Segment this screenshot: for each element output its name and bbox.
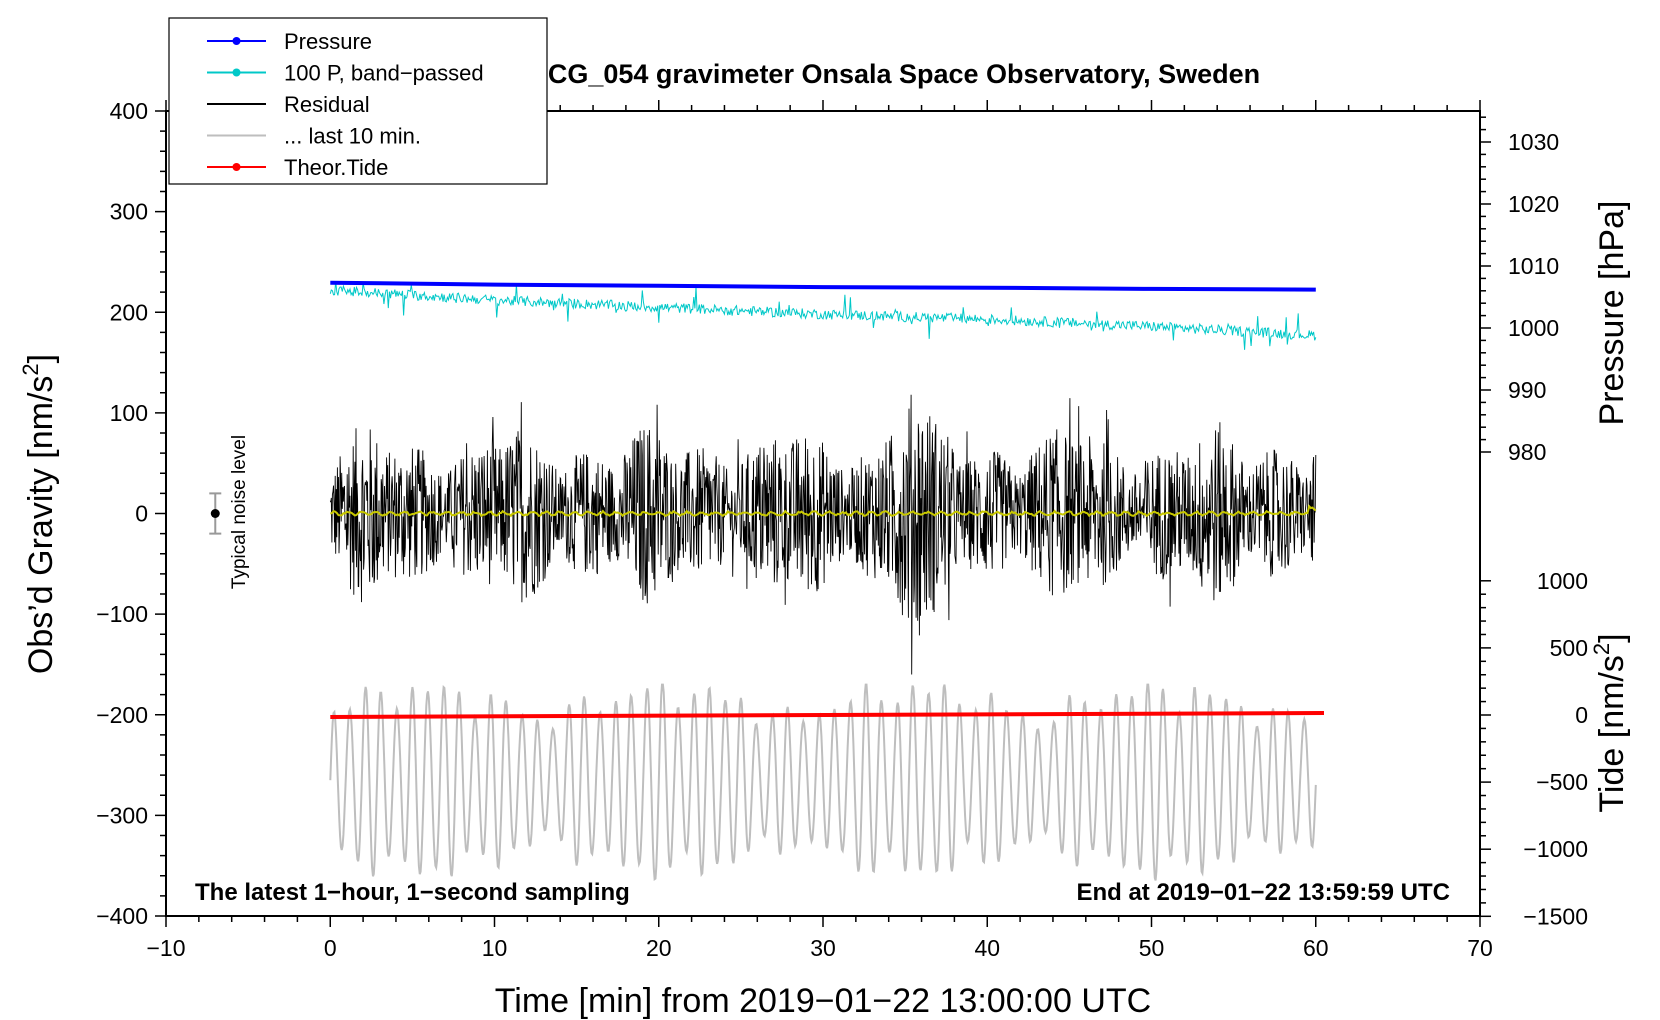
noise-level-marker	[209, 492, 222, 535]
tide-tick-label: 1000	[1537, 568, 1588, 594]
band-passed-pressure-line	[329, 281, 1317, 350]
y-tick-label: −100	[96, 601, 148, 627]
pressure-tick-label: 1030	[1508, 129, 1559, 155]
pressure-tick-label: 1020	[1508, 191, 1559, 217]
y-axis-label-tide-exponent: 2	[1589, 643, 1614, 655]
legend-label: Residual	[284, 92, 370, 117]
tide-axis-ticks: 1000 500 0 −500 −1000 −1500	[1480, 568, 1588, 929]
last-10-min-line	[329, 683, 1317, 881]
y-axis-label-left-main: Obs’d Gravity [nm/s	[22, 376, 60, 675]
residual-smoothed-line	[330, 504, 1317, 518]
x-tick-label: 20	[646, 935, 672, 961]
legend-label: Theor.Tide	[284, 155, 388, 180]
y-tick-label: 100	[110, 400, 148, 426]
y-axis-label-tide-close: ]	[1593, 633, 1631, 642]
annotation-end-time: End at 2019−01−22 13:59:59 UTC	[1076, 879, 1450, 906]
y-tick-label: 300	[110, 199, 148, 225]
y-axis-label-tide: Tide [nm/s2]	[1589, 633, 1631, 812]
x-tick-label: −10	[146, 935, 185, 961]
pressure-tick-label: 1000	[1508, 315, 1559, 341]
theoretical-tide-line	[330, 711, 1325, 719]
legend-swatch-marker	[232, 163, 241, 171]
y-tick-label: 200	[110, 299, 148, 325]
tide-tick-label: −500	[1536, 769, 1588, 795]
y-axis-label-left-exponent: 2	[18, 363, 43, 375]
x-tick-label: 0	[324, 935, 337, 961]
y-axis-label-pressure: Pressure [hPa]	[1593, 201, 1631, 426]
y-tick-label: 400	[110, 98, 148, 124]
y-axis-label-left: Obs’d Gravity [nm/s2]	[18, 354, 60, 674]
y-tick-label: −300	[96, 802, 148, 828]
x-tick-label: 60	[1303, 935, 1329, 961]
tide-tick-label: −1000	[1523, 836, 1588, 862]
legend-swatch-marker	[232, 37, 241, 45]
legend-label: ... last 10 min.	[284, 124, 421, 149]
plot-lines	[329, 280, 1325, 881]
pressure-tick-label: 990	[1508, 377, 1546, 403]
y-tick-label: −200	[96, 702, 148, 728]
x-tick-label: 50	[1139, 935, 1165, 961]
y-tick-label: −400	[96, 903, 148, 929]
legend-swatch-marker	[232, 68, 241, 77]
x-tick-label: 40	[974, 935, 1000, 961]
legend: Pressure 100 P, band−passed Residual ... la…	[168, 17, 548, 185]
x-tick-label: 30	[810, 935, 836, 961]
x-axis-label: Time [min] from 2019−01−22 13:00:00 UTC	[495, 982, 1151, 1020]
pressure-tick-label: 1010	[1508, 253, 1559, 279]
annotation-sampling: The latest 1−hour, 1−second sampling	[195, 879, 630, 906]
pressure-axis-ticks: 1030 1020 1010 1000 990 980	[1480, 116, 1559, 465]
legend-label: Pressure	[284, 29, 372, 54]
pressure-tick-label: 980	[1508, 439, 1546, 465]
tide-tick-label: −1500	[1523, 903, 1588, 929]
pressure-line	[330, 280, 1316, 292]
x-tick-label: 10	[482, 935, 508, 961]
y-tick-label: 0	[135, 501, 148, 527]
noise-level-label: Typical noise level	[229, 435, 250, 589]
chart-title: SCG_054 gravimeter Onsala Space Observat…	[530, 59, 1260, 89]
y-axis-label-left-close: ]	[22, 354, 60, 363]
legend-box	[168, 17, 548, 185]
x-tick-label: 70	[1467, 935, 1493, 961]
legend-label: 100 P, band−passed	[284, 61, 484, 86]
legend-items: Pressure 100 P, band−passed Residual ... la…	[207, 29, 484, 180]
y-axis-label-tide-main: Tide [nm/s	[1593, 655, 1631, 812]
y-axis-ticks: 400 300 200 100 0 −100 −200 −300 −400	[96, 98, 166, 929]
tide-tick-label: 500	[1550, 635, 1588, 661]
residual-line	[329, 394, 1317, 675]
tide-tick-label: 0	[1575, 702, 1588, 728]
noise-bar-point	[210, 509, 220, 518]
